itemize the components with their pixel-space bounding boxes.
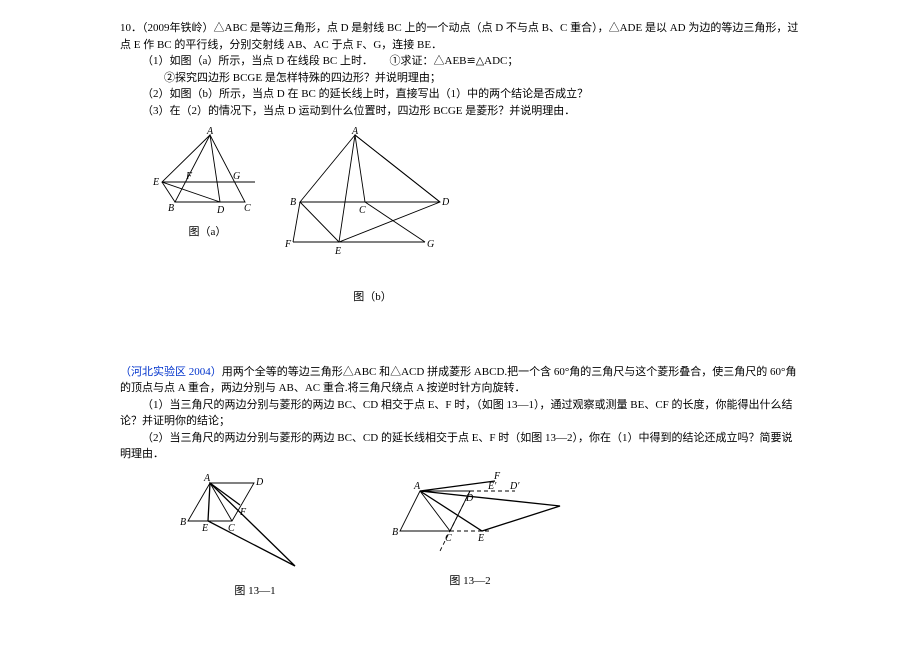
label-E: E [152, 177, 159, 188]
p10-line1: 10．（2009年铁岭）△ABC 是等边三角形，点 D 是射线 BC 上的一个动… [120, 20, 800, 53]
label-E: E [201, 523, 208, 534]
label-C: C [228, 523, 235, 534]
label-F: F [239, 507, 247, 518]
problem-hebei: （河北实验区 2004）用两个全等的等边三角形△ABC 和△ACD 拼成菱形 A… [120, 364, 800, 463]
label-C: C [359, 205, 366, 216]
label-Ep: E′ [487, 481, 497, 492]
figure-b-caption: 图（b） [285, 289, 460, 306]
label-C: C [244, 203, 251, 214]
label-D: D [255, 477, 264, 488]
label-A: A [413, 481, 421, 492]
label-F: F [285, 239, 292, 250]
label-B: B [392, 527, 398, 538]
figure-a: A B C D E F G 图（a） [150, 127, 265, 241]
hebei-body: （河北实验区 2004）用两个全等的等边三角形△ABC 和△ACD 拼成菱形 A… [120, 364, 800, 397]
label-E: E [334, 246, 341, 257]
label-E: E [477, 533, 484, 544]
p10-figures: A B C D E F G 图（a） [150, 127, 800, 306]
label-G: G [233, 171, 240, 182]
label-B: B [180, 517, 186, 528]
p10-sub1b: ②探究四边形 BCGE 是怎样特殊的四边形？并说明理由； [120, 70, 800, 87]
hebei-title: （河北实验区 2004） [120, 366, 222, 378]
label-B: B [290, 197, 296, 208]
label-F: F [185, 171, 193, 182]
p10-sub1: （1）如图（a）所示，当点 D 在线段 BC 上时． ①求证：△AEB≌△ADC… [120, 53, 800, 70]
problem-10: 10．（2009年铁岭）△ABC 是等边三角形，点 D 是射线 BC 上的一个动… [120, 20, 800, 119]
p10-sub2: （2）如图（b）所示，当点 D 在 BC 的延长线上时，直接写出（1）中的两个结… [120, 86, 800, 103]
label-Dp: D′ [509, 481, 520, 492]
figure-13-2: A B C D E F D′ E′ 图 13—2 [370, 471, 570, 590]
hebei-sub2: （2）当三角尺的两边分别与菱形的两边 BC、CD 的延长线相交于点 E、F 时（… [120, 430, 800, 463]
label-A: A [203, 473, 211, 484]
label-D: D [465, 493, 474, 504]
figure-13-2-caption: 图 13—2 [370, 573, 570, 590]
figure-b: A B C D E F G 图（b） [285, 127, 460, 306]
label-G: G [427, 239, 434, 250]
label-A: A [206, 127, 214, 137]
label-B: B [168, 203, 174, 214]
p10-sub3: （3）在（2）的情况下，当点 D 运动到什么位置时，四边形 BCGE 是菱形？并… [120, 103, 800, 120]
hebei-line1: 用两个全等的等边三角形△ABC 和△ACD 拼成菱形 ABCD.把一个含 60°… [120, 366, 796, 395]
label-A: A [351, 127, 359, 137]
hebei-sub1: （1）当三角尺的两边分别与菱形的两边 BC、CD 相交于点 E、F 时，（如图 … [120, 397, 800, 430]
label-D: D [216, 205, 225, 216]
label-D: D [441, 197, 450, 208]
label-C: C [445, 533, 452, 544]
figure-13-1-caption: 图 13—1 [180, 583, 330, 600]
hebei-figures: A B C D E F 图 13—1 [180, 471, 800, 600]
figure-a-caption: 图（a） [150, 224, 265, 241]
figure-13-1: A B C D E F 图 13—1 [180, 471, 330, 600]
